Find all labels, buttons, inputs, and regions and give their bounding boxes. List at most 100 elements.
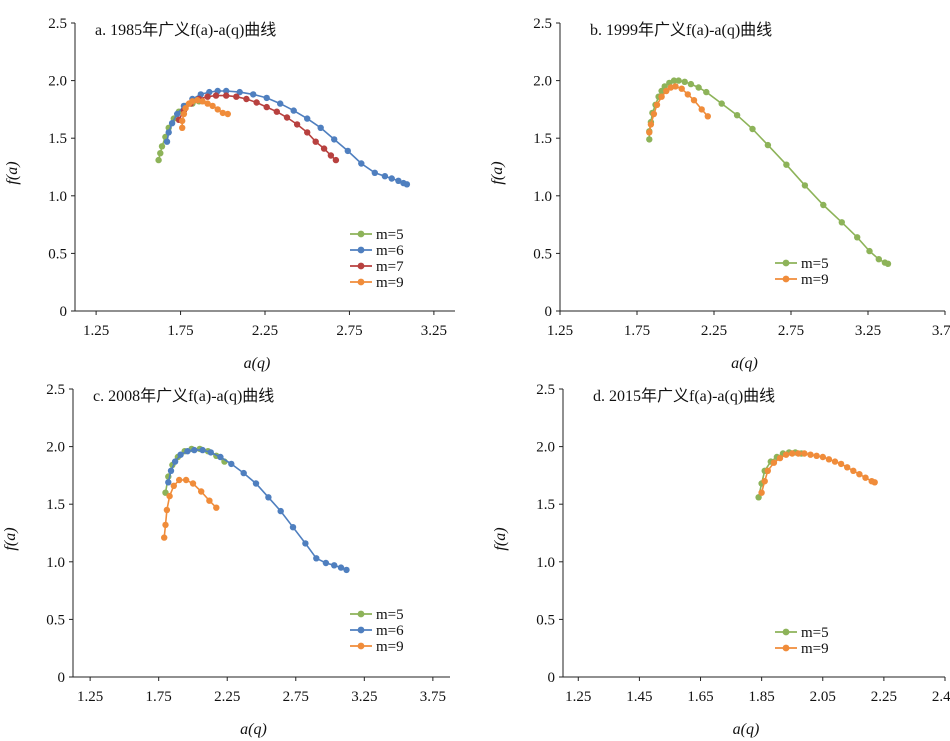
data-point [646, 129, 653, 136]
data-point [228, 460, 235, 468]
data-point [317, 124, 324, 131]
data-point [395, 177, 402, 184]
data-point [199, 446, 206, 454]
data-point [265, 494, 272, 501]
data-point [670, 77, 678, 84]
data-point [343, 566, 350, 574]
data-point [783, 161, 790, 168]
data-point [371, 169, 378, 176]
data-point [207, 449, 214, 456]
data-point [831, 458, 839, 465]
legend: m=5m=9 [775, 625, 829, 657]
data-point [155, 156, 162, 164]
data-point [703, 88, 710, 96]
data-point [182, 105, 189, 112]
data-point [813, 452, 820, 459]
legend-swatch-marker [782, 259, 790, 267]
x-tick-label: 1.45 [626, 689, 652, 705]
y-axis-label: f(a) [492, 527, 509, 550]
legend: m=5m=6m=9 [350, 607, 404, 655]
x-tick-label: 1.25 [77, 689, 103, 705]
data-point [263, 103, 270, 111]
panel-title: a. 1985年广义f(a)-a(q)曲线 [95, 21, 276, 39]
data-point [162, 521, 169, 529]
data-point [209, 102, 216, 110]
legend: m=5m=9 [775, 256, 829, 288]
data-point [198, 488, 205, 495]
data-point [825, 456, 833, 463]
data-point [358, 160, 365, 167]
data-point [219, 109, 226, 117]
data-point [718, 100, 725, 107]
data-point [168, 120, 176, 127]
legend-label: m=7 [376, 259, 404, 275]
data-point [277, 100, 284, 107]
data-point [764, 467, 771, 474]
data-point [290, 107, 297, 114]
data-point [698, 106, 705, 113]
data-point [850, 467, 857, 474]
y-tick-label: 0 [545, 304, 553, 320]
y-tick-label: 1.0 [46, 555, 65, 571]
data-point [837, 460, 845, 468]
y-tick-label: 1.5 [46, 497, 65, 513]
data-point [681, 78, 688, 86]
legend-swatch-marker [357, 230, 365, 238]
x-axis-label: a(q) [731, 355, 758, 372]
data-point [289, 524, 297, 531]
data-point [690, 97, 698, 104]
data-point [684, 91, 691, 98]
data-point [165, 479, 172, 486]
x-tick-label: 3.75 [932, 323, 950, 339]
data-point [322, 559, 330, 567]
data-point [770, 459, 778, 466]
legend-item: m=5 [775, 256, 829, 272]
y-tick-label: 0.5 [533, 246, 552, 262]
legend-item: m=5 [775, 625, 829, 641]
y-tick-label: 0.5 [536, 612, 555, 628]
chart-panel-c: 0 0.5 1.0 1.5 2.0 2.5 1.25 1.75 2.25 2.75 3.25 3.75… [2, 382, 450, 738]
data-point [871, 479, 878, 486]
x-tick-label: 3.75 [420, 689, 446, 705]
x-axis-label: a(q) [240, 721, 267, 738]
data-point [184, 448, 191, 455]
panel-title: c. 2008年广义f(a)-a(q)曲线 [93, 387, 274, 405]
series-m-5 [646, 77, 892, 267]
legend-swatch-marker [357, 262, 365, 270]
y-tick-label: 2.5 [533, 16, 552, 32]
data-point [243, 95, 250, 103]
data-point [331, 136, 338, 143]
data-point [819, 453, 826, 461]
y-tick-label: 2.0 [48, 74, 67, 90]
legend: m=5m=6m=7m=9 [350, 227, 404, 291]
chart-panel-a: 0 0.5 1.0 1.5 2.0 2.5 1.25 1.75 2.25 2.75 3.25 a(q)… [4, 16, 455, 372]
data-point [157, 150, 164, 157]
y-tick-label: 1.5 [533, 131, 552, 147]
data-point [273, 108, 280, 115]
y-tick-label: 2.0 [533, 74, 552, 90]
data-point [283, 114, 291, 121]
series-m-9 [179, 97, 231, 131]
y-tick-label: 1.5 [536, 497, 555, 513]
series-line [167, 449, 347, 571]
data-point [687, 80, 695, 88]
legend-swatch-marker [782, 275, 790, 283]
data-point [179, 117, 186, 125]
series-line [166, 90, 408, 186]
data-point [313, 555, 320, 562]
x-tick-label: 3.25 [351, 689, 377, 705]
data-point [672, 83, 679, 90]
data-point [320, 145, 328, 152]
data-point [749, 125, 756, 133]
data-point [194, 97, 201, 104]
data-point [250, 91, 257, 98]
legend-label: m=9 [376, 639, 404, 655]
x-tick-label: 2.75 [336, 323, 362, 339]
data-point [866, 247, 873, 255]
data-point [755, 494, 762, 501]
data-point [182, 476, 190, 484]
data-point [844, 464, 851, 471]
legend-label: m=6 [376, 623, 404, 639]
data-point [650, 110, 658, 118]
legend-swatch-marker [357, 278, 365, 286]
